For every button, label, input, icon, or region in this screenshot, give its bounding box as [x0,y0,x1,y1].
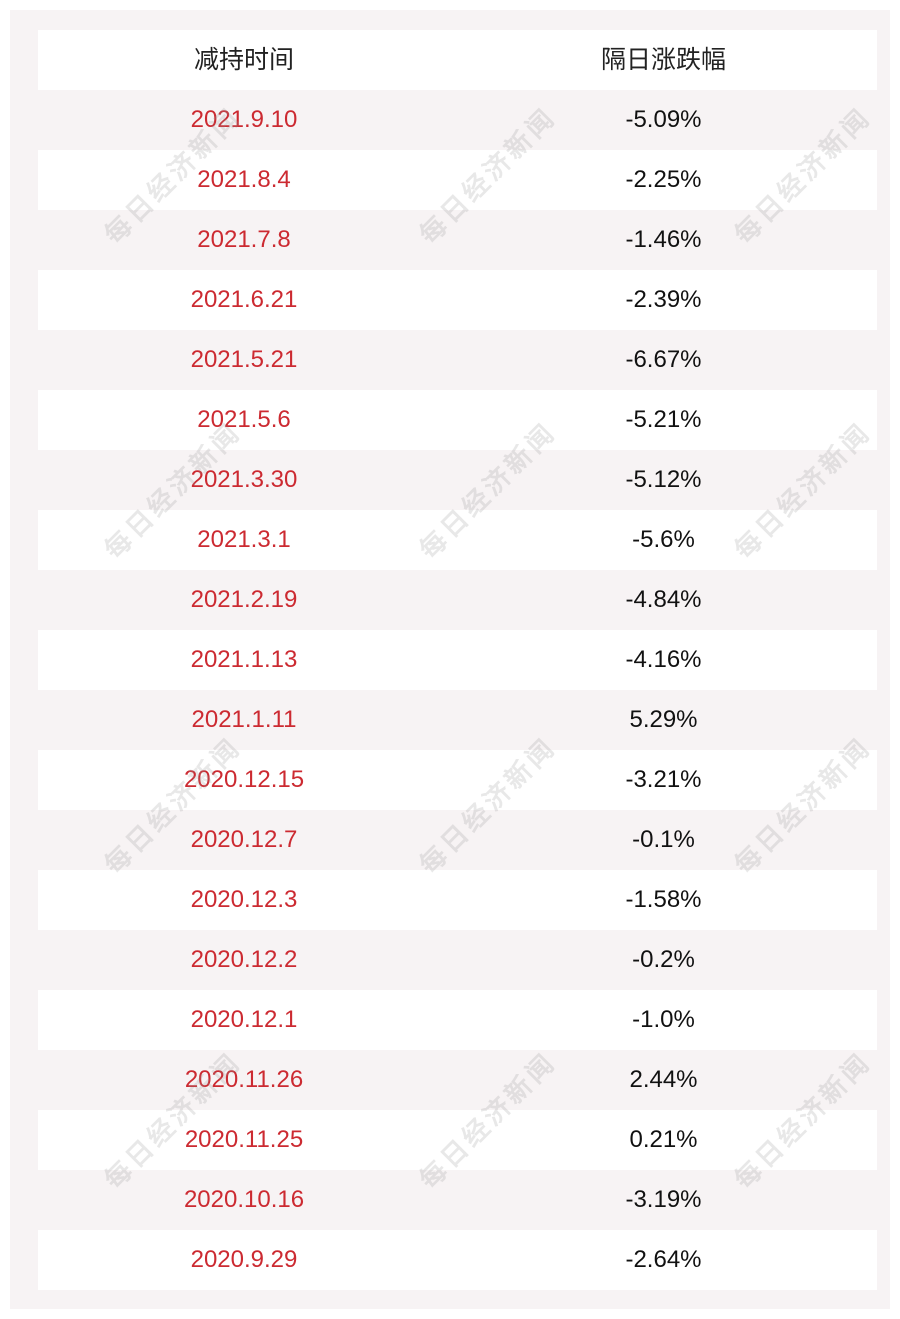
change-cell: -5.6% [632,526,695,553]
date-cell: 2021.2.19 [190,586,298,613]
change-cell: -1.46% [625,226,702,253]
table-row: 2020.12.1 -1.0% [38,990,877,1050]
change-cell: -0.2% [632,946,695,973]
table-row: 2021.6.21 -2.39% [38,270,877,330]
change-cell: -6.67% [625,346,702,373]
table-row: 2021.3.1 -5.6% [38,510,877,570]
change-cell: -1.0% [632,1006,695,1033]
column-header-date: 减持时间 [193,46,294,74]
data-table: 减持时间 隔日涨跌幅 2021.9.10 -5.09% 2021.8.4 -2.… [38,30,877,1290]
change-cell: -4.84% [625,586,702,613]
change-cell: 5.29% [629,706,698,733]
date-cell: 2021.1.13 [190,646,298,673]
date-cell: 2021.7.8 [197,226,291,253]
date-cell: 2020.11.25 [184,1126,304,1153]
date-cell: 2021.3.30 [190,466,298,493]
table-row: 2021.5.21 -6.67% [38,330,877,390]
date-cell: 2020.12.2 [190,946,298,973]
change-cell: -0.1% [632,826,695,853]
table-header-row: 减持时间 隔日涨跌幅 [38,30,877,90]
table-row: 2020.9.29 -2.64% [38,1230,877,1290]
change-cell: -2.25% [625,166,702,193]
date-cell: 2021.1.11 [191,706,297,733]
table-row: 2020.12.15 -3.21% [38,750,877,810]
change-cell: -2.39% [625,286,702,313]
change-cell: -5.09% [625,106,702,133]
date-cell: 2020.10.16 [183,1186,305,1213]
date-cell: 2021.5.6 [197,406,291,433]
table-row: 2021.9.10 -5.09% [38,90,877,150]
date-cell: 2021.3.1 [197,526,291,553]
change-cell: -5.21% [625,406,702,433]
date-cell: 2020.12.3 [190,886,298,913]
date-cell: 2020.11.26 [184,1066,304,1093]
column-header-change: 隔日涨跌幅 [600,46,726,74]
date-cell: 2020.12.1 [190,1006,298,1033]
table-row: 2020.12.2 -0.2% [38,930,877,990]
table-row: 2021.1.11 5.29% [38,690,877,750]
date-cell: 2021.5.21 [190,346,298,373]
date-cell: 2021.8.4 [197,166,291,193]
date-cell: 2021.6.21 [190,286,298,313]
table-row: 2021.1.13 -4.16% [38,630,877,690]
date-cell: 2020.12.7 [190,826,298,853]
change-cell: -1.58% [625,886,702,913]
table-row: 2020.10.16 -3.19% [38,1170,877,1230]
table-row: 2021.7.8 -1.46% [38,210,877,270]
table-row: 2021.3.30 -5.12% [38,450,877,510]
table-row: 2020.12.7 -0.1% [38,810,877,870]
change-cell: 0.21% [629,1126,698,1153]
date-cell: 2021.9.10 [190,106,298,133]
change-cell: -4.16% [625,646,702,673]
change-cell: -2.64% [625,1246,702,1273]
table-row: 2021.2.19 -4.84% [38,570,877,630]
table-row: 2020.11.25 0.21% [38,1110,877,1170]
change-cell: -5.12% [625,466,702,493]
table-row: 2020.11.26 2.44% [38,1050,877,1110]
change-cell: -3.19% [625,1186,702,1213]
change-cell: -3.21% [625,766,702,793]
date-cell: 2020.12.15 [183,766,305,793]
table-row: 2021.8.4 -2.25% [38,150,877,210]
date-cell: 2020.9.29 [190,1246,298,1273]
table-row: 2021.5.6 -5.21% [38,390,877,450]
table-row: 2020.12.3 -1.58% [38,870,877,930]
change-cell: 2.44% [629,1066,698,1093]
